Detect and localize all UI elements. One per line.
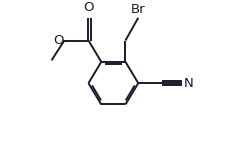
Text: O: O bbox=[83, 1, 94, 14]
Text: O: O bbox=[53, 34, 64, 47]
Text: Br: Br bbox=[131, 3, 146, 16]
Text: N: N bbox=[184, 77, 194, 90]
